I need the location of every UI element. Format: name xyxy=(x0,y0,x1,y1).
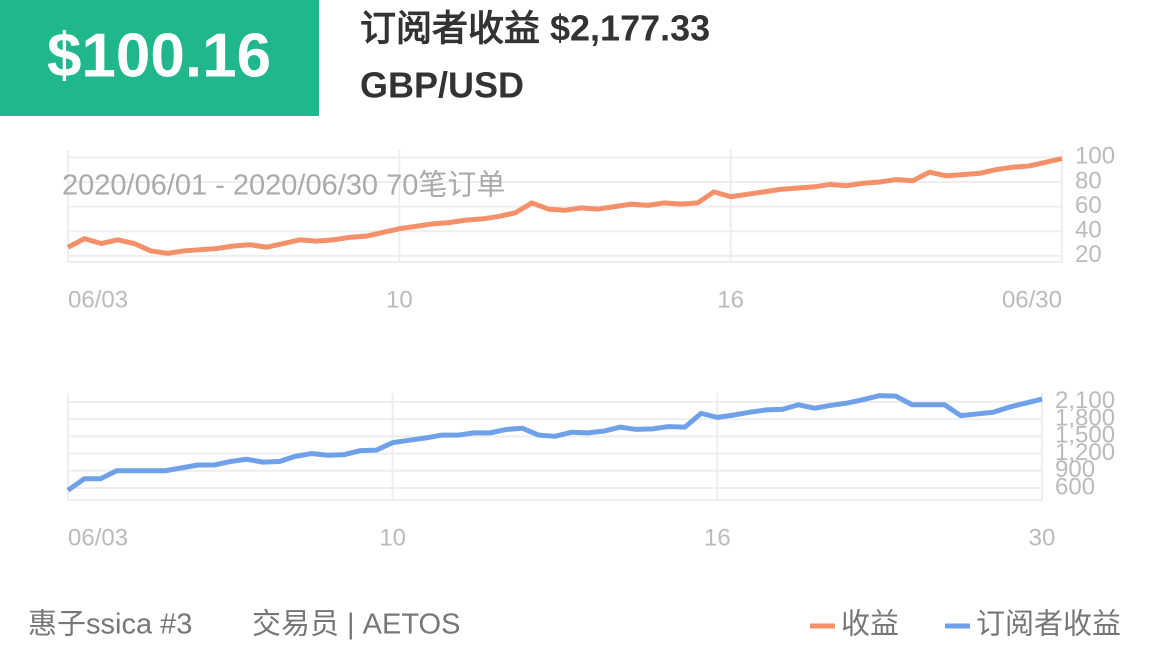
x-tick-label: 06/30 xyxy=(1002,286,1062,313)
trader-role: 交易员 | AETOS xyxy=(252,608,460,641)
x-tick-label: 16 xyxy=(704,524,731,551)
x-tick-label: 06/03 xyxy=(68,286,128,313)
legend-label: 订阅者收益 xyxy=(976,608,1121,641)
y-tick-label: 900 xyxy=(1055,456,1095,483)
amount-box xyxy=(0,0,319,116)
y-tick-label: 20 xyxy=(1075,241,1102,268)
annotation: 2020/06/01 - 2020/06/30 70笔订单 xyxy=(62,169,505,202)
y-tick-label: 80 xyxy=(1075,167,1102,194)
y-tick-label: 600 xyxy=(1055,473,1095,500)
x-tick-label: 06/03 xyxy=(68,524,128,551)
y-tick-label: 60 xyxy=(1075,192,1102,219)
y-tick-label: 40 xyxy=(1075,217,1102,244)
title: 订阅者收益 $2,177.33 xyxy=(360,8,710,49)
y-tick-label: 1,500 xyxy=(1055,422,1115,449)
legend-label: 收益 xyxy=(841,608,899,641)
y-tick-label: 1,800 xyxy=(1055,404,1115,431)
trader-name: 惠子ssica #3 xyxy=(28,608,192,641)
pair: GBP/USD xyxy=(360,65,524,106)
amount: $100.16 xyxy=(47,21,271,90)
y-tick-label: 1,200 xyxy=(1055,439,1115,466)
x-tick-label: 16 xyxy=(717,286,744,313)
x-tick-label: 10 xyxy=(386,286,413,313)
x-tick-label: 10 xyxy=(379,524,406,551)
line-series xyxy=(66,156,1063,256)
x-tick-label: 30 xyxy=(1029,524,1056,551)
y-tick-label: 2,100 xyxy=(1055,387,1115,414)
y-tick-label: 100 xyxy=(1075,143,1115,170)
line-series xyxy=(66,393,1043,493)
